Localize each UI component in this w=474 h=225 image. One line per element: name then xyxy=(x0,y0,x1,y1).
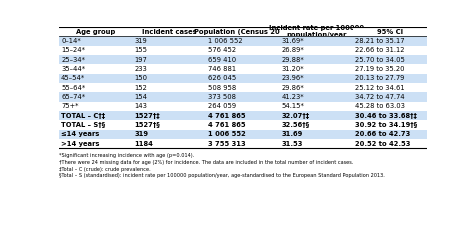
Text: *Significant increasing incidence with age (p=0.014).
†There were 24 missing dat: *Significant increasing incidence with a… xyxy=(59,153,385,178)
